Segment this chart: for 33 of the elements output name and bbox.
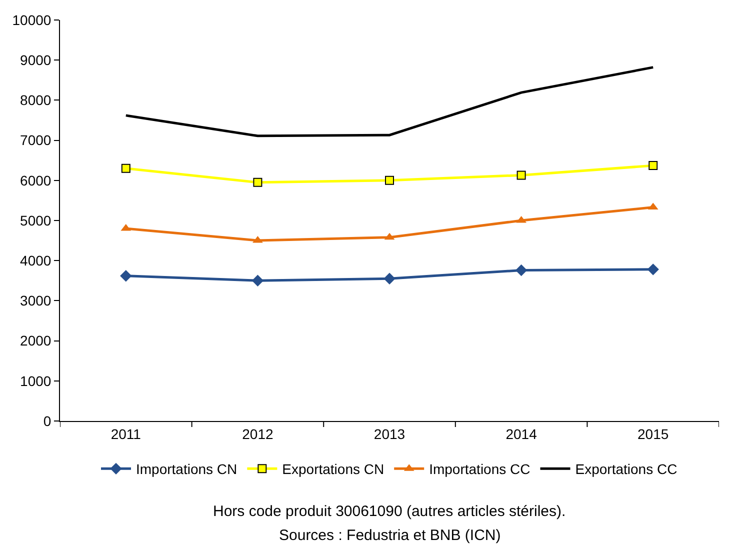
point [647, 264, 659, 276]
y-tick-label: 10000 [12, 12, 52, 28]
x-tick-label: 2012 [242, 426, 274, 442]
legend-label: Exportations CC [575, 461, 678, 478]
point [121, 164, 130, 173]
y-tick-label: 7000 [20, 132, 52, 148]
legend-label: Exportations CN [282, 461, 384, 478]
source-note: Sources : Fedustria et BNB (ICN) [279, 527, 501, 544]
y-tick-label: 5000 [20, 212, 52, 228]
y-tick-label: 1000 [20, 372, 52, 389]
y-tick-label: 4000 [20, 252, 52, 268]
x-tick-label: 2015 [638, 426, 669, 442]
y-tick-label: 9000 [20, 52, 52, 68]
line-series [124, 66, 654, 138]
point [252, 274, 264, 286]
point [384, 272, 396, 284]
y-tick-label: 3000 [20, 292, 52, 309]
point [253, 178, 262, 187]
y-tick-label: 8000 [20, 92, 52, 108]
legend-label: Importations CN [136, 461, 238, 478]
point [120, 270, 132, 282]
point [516, 170, 526, 180]
point [515, 264, 528, 276]
x-tick-label: 2013 [374, 426, 406, 442]
x-tick-label: 2011 [110, 426, 142, 442]
y-tick-label: 0 [43, 412, 52, 429]
point [385, 176, 394, 185]
y-tick-label: 6000 [20, 172, 52, 188]
point [648, 161, 658, 170]
legend-label: Importations CC [429, 461, 530, 478]
x-tick-label: 2014 [506, 426, 538, 442]
y-tick-label: 2000 [20, 332, 52, 349]
text: Hors code produit 30061090 (autres articles stériles). [213, 503, 566, 520]
